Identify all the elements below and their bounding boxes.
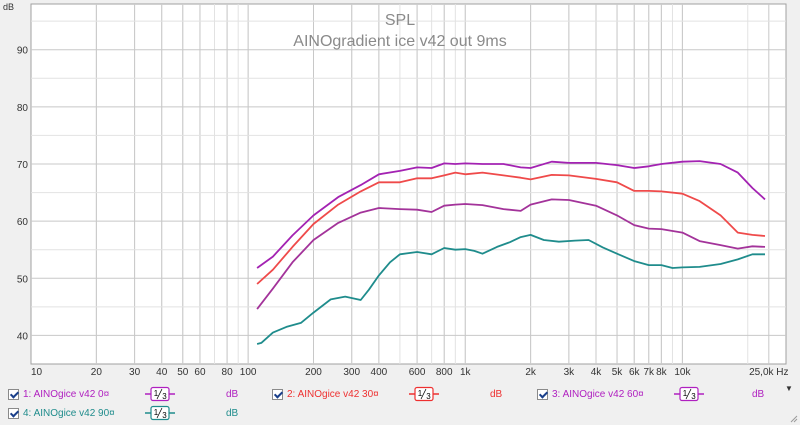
svg-text:3: 3 xyxy=(162,411,167,420)
series-line-3 xyxy=(256,198,766,310)
resize-grip-icon[interactable] xyxy=(788,413,798,423)
y-tick-label: 40 xyxy=(17,331,29,342)
svg-text:1: 1 xyxy=(154,389,159,398)
x-tick-label: 5k xyxy=(612,367,624,378)
x-tick-label: 40 xyxy=(156,367,168,378)
x-tick-label: 10 xyxy=(31,367,43,378)
x-tick-label: 6k xyxy=(629,367,641,378)
y-unit-label: dB xyxy=(3,2,14,12)
y-tick-label: 80 xyxy=(17,103,29,114)
x-tick-label: 50 xyxy=(177,367,189,378)
x-tick-label: 600 xyxy=(409,367,426,378)
x-tick-label: 8k xyxy=(656,367,668,378)
legend-unit-1: dB xyxy=(226,389,239,400)
x-tick-label: 30 xyxy=(129,367,141,378)
y-tick-label: 70 xyxy=(17,160,29,171)
legend-checkbox-1[interactable] xyxy=(8,389,19,400)
plot-area xyxy=(30,3,787,365)
svg-text:1: 1 xyxy=(154,408,159,417)
svg-text:1: 1 xyxy=(683,389,688,398)
chart-subtitle: AINOgradient ice v42 out 9ms xyxy=(293,33,506,50)
x-tick-label: 3k xyxy=(564,367,576,378)
legend-dropdown-icon[interactable]: ▼ xyxy=(785,384,793,393)
x-tick-label: 400 xyxy=(371,367,388,378)
chart-title: SPL xyxy=(385,12,415,29)
x-tick-label: 10k xyxy=(674,367,691,378)
series-line-4 xyxy=(256,233,765,345)
y-tick-label: 90 xyxy=(17,46,29,57)
legend-name-3: 3: AINOgice v42 60¤ xyxy=(552,389,644,400)
svg-text:1: 1 xyxy=(418,389,423,398)
legend-name-1: 1: AINOgice v42 0¤ xyxy=(23,389,110,400)
spl-chart: 40 50 60 70 80 90 10 20 30 40 50 60 80 100 200 300 400 60… xyxy=(3,2,789,378)
svg-text:3: 3 xyxy=(691,392,696,401)
x-tick-label: 20 xyxy=(91,367,103,378)
x-tick-label: 60 xyxy=(194,367,206,378)
svg-text:3: 3 xyxy=(162,392,167,401)
x-tick-label: 80 xyxy=(222,367,234,378)
legend-name-2: 2: AINOgice v42 30¤ xyxy=(287,389,379,400)
series-line-1 xyxy=(256,160,766,269)
x-tick-label: 100 xyxy=(240,367,257,378)
x-tick-label: 7k xyxy=(643,367,655,378)
legend-checkbox-2[interactable] xyxy=(272,389,283,400)
legend-unit-4: dB xyxy=(226,408,239,419)
x-tick-label: 4k xyxy=(591,367,603,378)
legend-checkbox-4[interactable] xyxy=(8,408,19,419)
legend-name-4: 4: AINOgice v42 90¤ xyxy=(23,408,115,419)
y-tick-label: 60 xyxy=(17,217,29,228)
x-tick-label: 200 xyxy=(305,367,322,378)
x-tick-label: 800 xyxy=(436,367,453,378)
x-tick-label: 1k xyxy=(460,367,472,378)
x-tick-label: 25,0k Hz xyxy=(749,367,788,378)
x-tick-label: 2k xyxy=(525,367,537,378)
legend-checkbox-3[interactable] xyxy=(537,389,548,400)
y-tick-label: 50 xyxy=(17,274,29,285)
svg-text:3: 3 xyxy=(426,392,431,401)
x-tick-label: 300 xyxy=(343,367,360,378)
legend-unit-3: dB xyxy=(752,389,765,400)
series-line-2 xyxy=(256,171,766,285)
legend-unit-2: dB xyxy=(490,389,503,400)
